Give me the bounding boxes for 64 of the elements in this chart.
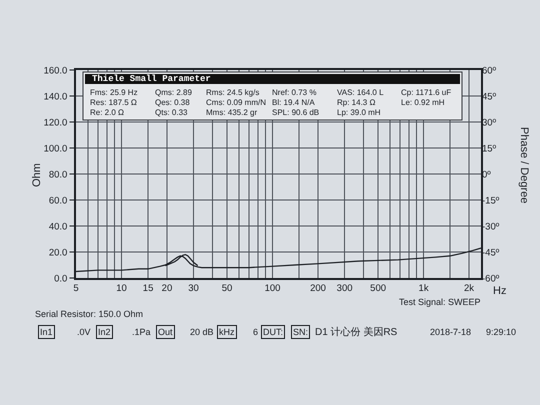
annotation: VAS: 164.0 L — [337, 88, 384, 97]
annotation: Bl: 19.4 N/A — [272, 98, 316, 107]
x-tick-label: 100 — [264, 283, 280, 294]
y2-tick-label: 30º — [482, 117, 497, 128]
y2-axis-title: Phase / Degree — [518, 127, 530, 204]
x-tick-label: 1k — [418, 283, 429, 294]
y-tick-label: 60.0 — [48, 195, 68, 206]
text: Test Signal: SWEEP — [399, 297, 481, 307]
y2-tick-label: 45º — [482, 91, 497, 102]
annotation: SPL: 90.6 dB — [272, 108, 320, 117]
text: In2 — [98, 327, 111, 337]
text: DUT: — [263, 327, 283, 337]
x-tick-label: 5 — [73, 283, 79, 294]
x-tick-label: 15 — [142, 283, 154, 294]
y-tick-label: 120.0 — [44, 117, 68, 128]
x-tick-label: 50 — [222, 283, 232, 294]
y-axis-title: Ohm — [31, 163, 43, 187]
x-tick-label: 500 — [370, 283, 386, 294]
annotation: Qms: 2.89 — [155, 88, 192, 97]
y-tick-label: 140.0 — [44, 91, 68, 102]
y-tick-label: 20.0 — [48, 247, 68, 258]
y-tick-label: 0.0 — [54, 273, 68, 284]
text: In1 — [40, 327, 53, 337]
y2-tick-label: -60º — [482, 273, 500, 284]
text: 9:29:10 — [486, 327, 516, 337]
annotation: Re: 2.0 Ω — [90, 108, 124, 117]
x-tick-label: 20 — [162, 283, 172, 294]
x-tick-label: 10 — [116, 283, 127, 294]
annotation: Lp: 39.0 mH — [337, 108, 381, 117]
annotation: Mms: 435.2 gr — [206, 108, 258, 117]
text: .1Pa — [132, 327, 151, 337]
text: Out — [158, 327, 174, 337]
annotation: Cp: 1171.6 uF — [401, 88, 452, 97]
x-tick-label: 200 — [310, 283, 326, 294]
y-tick-label: 100.0 — [44, 143, 68, 154]
annotation: Rms: 24.5 kg/s — [206, 88, 260, 97]
annotation: Thiele Small Parameter — [92, 74, 211, 84]
annotation: Res: 187.5 Ω — [90, 98, 137, 107]
annotation: Cms: 0.09 mm/N — [206, 98, 266, 107]
text: SN: — [293, 327, 308, 337]
x-axis-title: Hz — [493, 285, 506, 297]
annotation: Fms: 25.9 Hz — [90, 88, 138, 97]
text: .0V — [77, 327, 91, 337]
text: Serial Resistor: 150.0 Ohm — [35, 309, 144, 319]
annotation: Qes: 0.38 — [155, 98, 190, 107]
y-tick-label: 40.0 — [48, 221, 68, 232]
annotation: Qts: 0.33 — [155, 108, 188, 117]
text: 6 — [253, 327, 258, 337]
annotation: Le: 0.92 mH — [401, 98, 445, 107]
text: 20 dB — [190, 327, 214, 337]
x-tick-label: 30 — [188, 283, 199, 294]
annotation: Nref: 0.73 % — [272, 88, 316, 97]
annotation: Rp: 14.3 Ω — [337, 98, 376, 107]
y2-tick-label: 15º — [482, 143, 497, 154]
x-tick-label: 2k — [464, 283, 474, 294]
text: D1 计心份 美因RS — [315, 326, 398, 338]
text: kHz — [219, 327, 235, 337]
x-tick-label: 300 — [336, 283, 353, 294]
y2-tick-label: -30º — [482, 221, 500, 232]
text: 2018-7-18 — [430, 327, 472, 337]
y2-tick-label: -45º — [482, 247, 500, 258]
y-tick-label: 160.0 — [44, 65, 68, 76]
y2-tick-label: -15º — [482, 195, 500, 206]
y-tick-label: 80.0 — [48, 169, 68, 180]
